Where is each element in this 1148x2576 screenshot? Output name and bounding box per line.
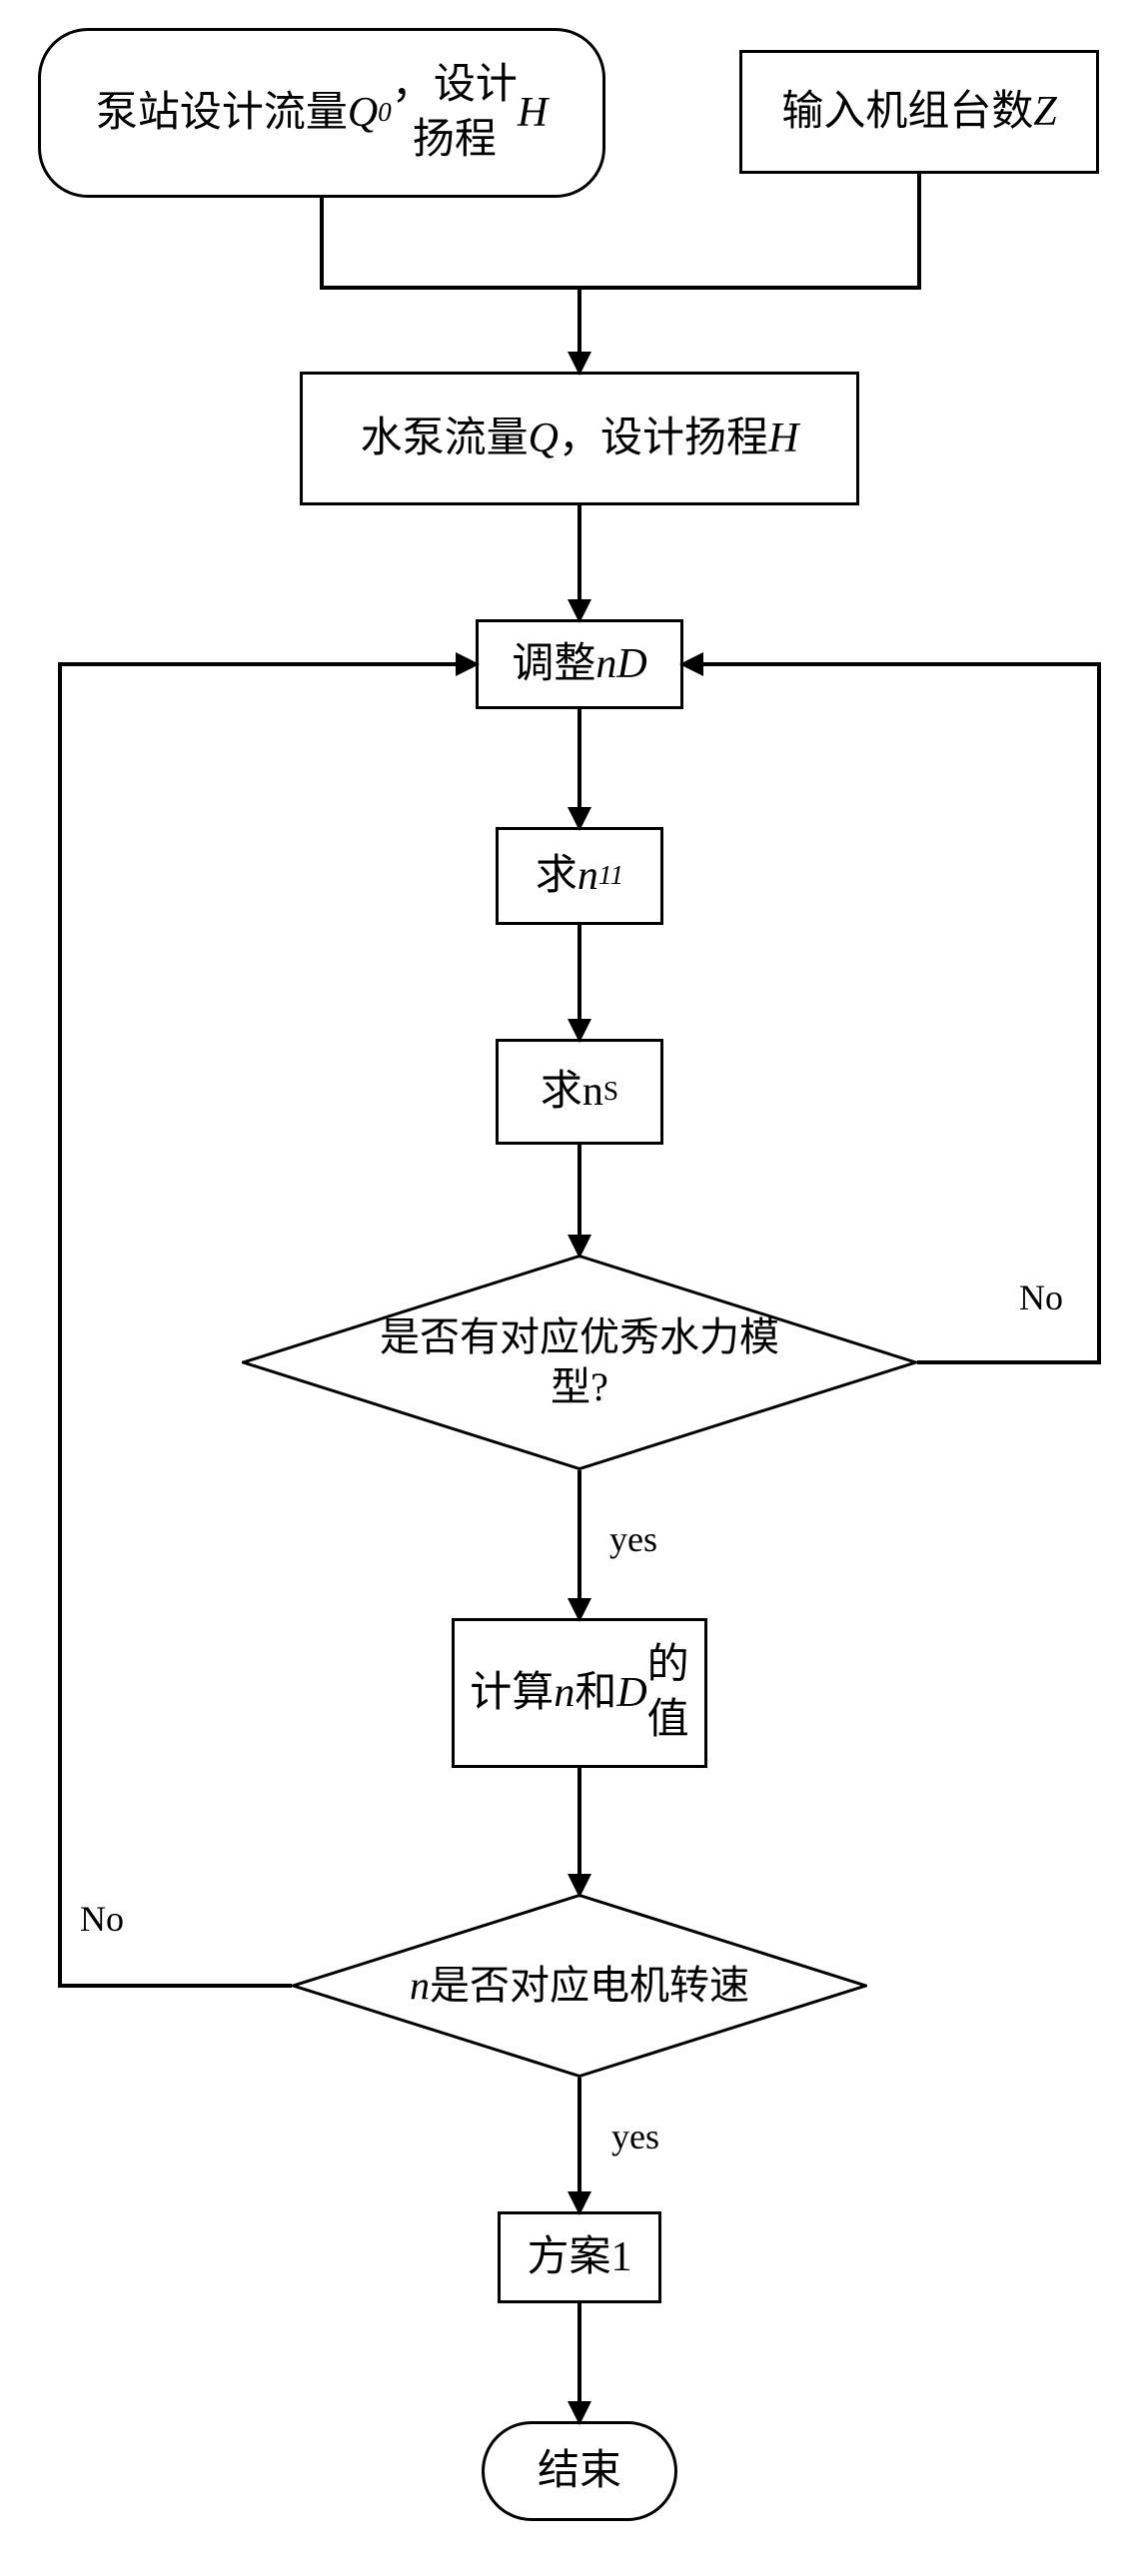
node-end: 结束 bbox=[482, 2421, 677, 2521]
flowchart-canvas: 泵站设计流量Q0，设计扬程H 输入机组台数Z 水泵流量Q，设计扬程H 调整nD 求n11… bbox=[20, 20, 1128, 2556]
edge-label: No bbox=[80, 1898, 124, 1940]
node-dec2: n是否对应电机转速 bbox=[292, 1894, 867, 2078]
edge-label: yes bbox=[609, 1518, 657, 1560]
edge-label: No bbox=[1019, 1277, 1063, 1318]
node-calcNs: 求nS bbox=[496, 1039, 663, 1145]
node-adjustND: 调整nD bbox=[476, 619, 683, 709]
node-calcN11: 求n11 bbox=[496, 827, 663, 925]
node-dec2-label: n是否对应电机转速 bbox=[292, 1894, 867, 2078]
node-dec1-label: 是否有对应优秀水力模型? bbox=[242, 1255, 917, 1470]
node-plan1: 方案1 bbox=[498, 2211, 661, 2303]
node-dec1: 是否有对应优秀水力模型? bbox=[242, 1255, 917, 1470]
node-inputZ: 输入机组台数Z bbox=[739, 50, 1099, 174]
node-start: 泵站设计流量Q0，设计扬程H bbox=[38, 28, 605, 198]
node-pumpQH: 水泵流量Q，设计扬程H bbox=[300, 372, 859, 505]
edge-label: yes bbox=[611, 2116, 659, 2157]
node-calcND: 计算n和D的值 bbox=[452, 1618, 707, 1768]
